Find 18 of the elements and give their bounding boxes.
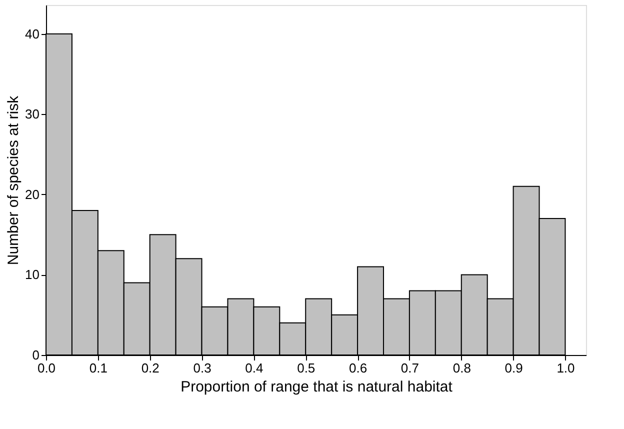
y-tick-label: 30 bbox=[25, 106, 40, 122]
y-tick-label: 10 bbox=[25, 267, 40, 282]
x-axis-title: Proportion of range that is natural habitat bbox=[180, 378, 454, 396]
x-tick-label: 0.5 bbox=[297, 360, 316, 376]
x-tick-label: 0.8 bbox=[452, 360, 471, 376]
x-tick-label: 0.3 bbox=[193, 360, 212, 376]
y-tick-label: 20 bbox=[25, 186, 40, 202]
x-tick-label: 0.1 bbox=[89, 360, 108, 376]
x-tick-label: 0.6 bbox=[349, 360, 368, 376]
x-tick-label: 0.4 bbox=[245, 360, 264, 376]
x-tick-label: 0.7 bbox=[400, 360, 419, 376]
x-tick-label: 0.0 bbox=[37, 360, 56, 376]
x-tick-label: 0.2 bbox=[141, 360, 160, 376]
y-tick-label: 0 bbox=[32, 348, 40, 362]
x-tick-label: 0.9 bbox=[504, 360, 523, 376]
x-tick-label: 1.0 bbox=[556, 360, 575, 376]
y-axis-title: Number of species at risk bbox=[5, 95, 22, 266]
y-tick-label: 40 bbox=[25, 26, 40, 42]
